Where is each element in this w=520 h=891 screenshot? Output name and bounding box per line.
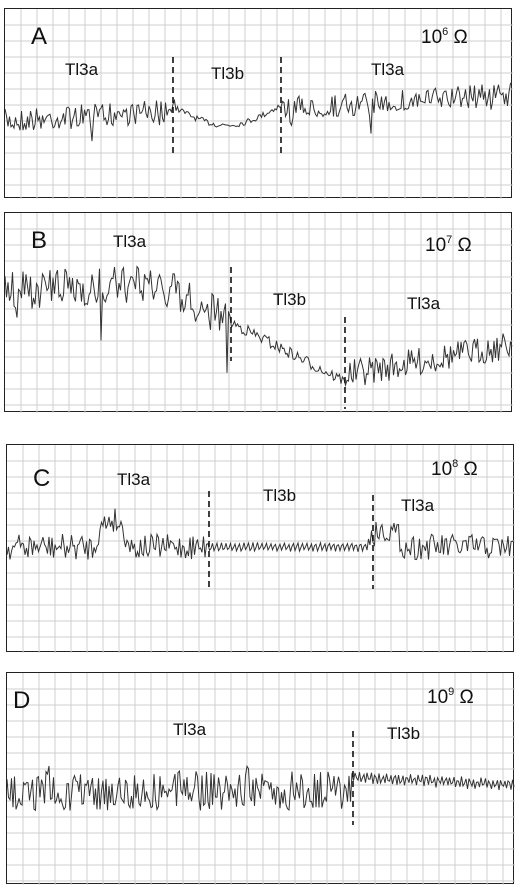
trace-svg-b [5,213,513,413]
panel-label: C [33,465,51,492]
gridlines [7,673,515,885]
gridlines [5,213,513,413]
resistance-label: 106 Ω [421,26,468,48]
segment-label: Tl3a [401,496,435,515]
signal-trace [5,265,513,388]
segment-label: Tl3a [65,60,99,79]
segment-label: Tl3a [371,60,405,79]
panel-a: A 106 Ω Tl3a Tl3b Tl3a [4,8,513,199]
signal-trace [5,82,513,142]
panel-d: D 109 Ω Tl3a Tl3b [6,672,515,885]
panel-label: B [31,227,48,254]
segment-label: Tl3b [211,64,245,83]
panel-label: D [13,687,31,714]
segment-label: Tl3b [263,486,297,505]
trace-svg-d [7,673,515,885]
resistance-label: 109 Ω [427,686,474,708]
segment-label: Tl3b [273,290,307,309]
signal-trace [7,508,515,561]
gridlines [5,9,513,199]
trace-svg-a [5,9,513,199]
segment-label: Tl3b [387,724,421,743]
signal-trace [7,764,515,812]
segment-label: Tl3a [407,294,441,313]
panel-b: B 107 Ω Tl3a Tl3b Tl3a [4,212,513,413]
segment-label: Tl3a [113,232,147,251]
panel-c: C 108 Ω Tl3a Tl3b Tl3a [6,444,515,653]
gridlines [7,445,515,653]
trace-svg-c [7,445,515,653]
resistance-label: 108 Ω [431,458,478,480]
segment-label: Tl3a [117,470,151,489]
panel-label: A [31,23,48,50]
segment-label: Tl3a [173,720,207,739]
resistance-label: 107 Ω [425,234,472,256]
